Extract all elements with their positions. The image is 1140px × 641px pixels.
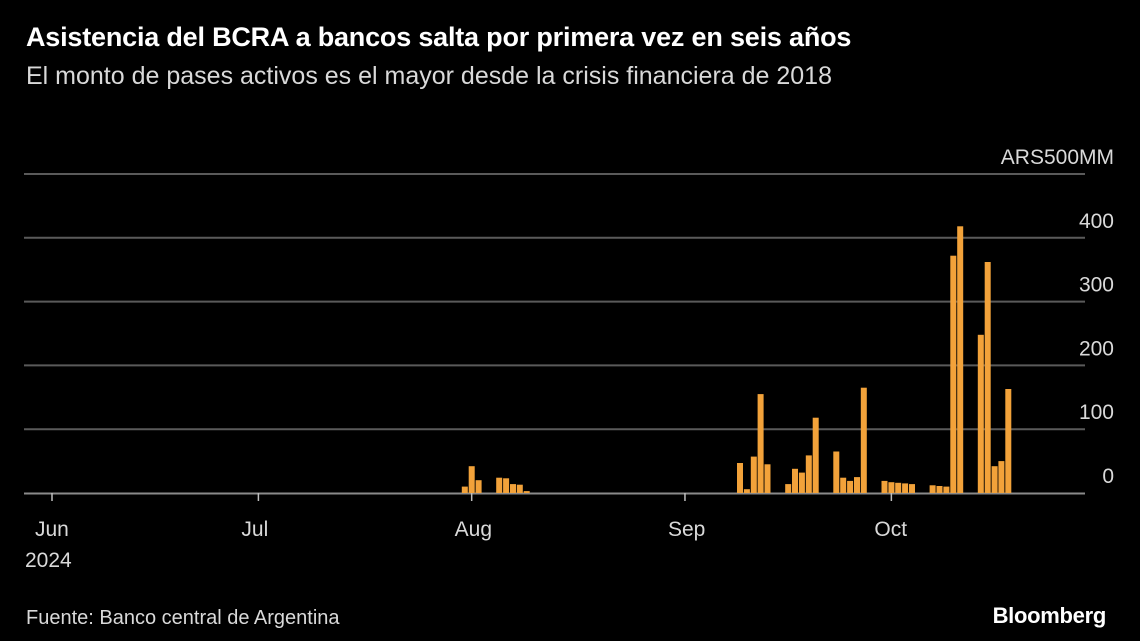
bar (468, 466, 475, 493)
bar (523, 491, 530, 493)
bar (833, 451, 840, 493)
bar (881, 480, 888, 493)
bar (516, 484, 523, 493)
bar (847, 480, 854, 493)
x-tick-label: Jul (241, 518, 268, 541)
y-tick-label: 400 (1079, 210, 1114, 233)
bar (792, 468, 798, 493)
bar (510, 484, 516, 493)
x-tick-label: Oct (874, 518, 907, 541)
bar (461, 486, 468, 493)
bar (977, 334, 984, 493)
bar (496, 477, 503, 493)
bar (902, 483, 909, 493)
bar (785, 484, 792, 493)
bar (737, 463, 743, 493)
bar (929, 485, 936, 493)
y-tick-label: ARS500MM (1001, 146, 1114, 169)
bar (475, 480, 482, 493)
bar (957, 226, 964, 494)
bloomberg-logo: Bloomberg (992, 603, 1107, 628)
bar (1005, 389, 1012, 493)
bars (461, 226, 1012, 494)
gridlines (24, 173, 1085, 431)
y-tick-label: 100 (1079, 401, 1114, 424)
y-tick-label: 200 (1079, 337, 1114, 360)
bar (854, 477, 860, 493)
bar (984, 262, 991, 493)
chart-title: Asistencia del BCRA a bancos salta por p… (26, 22, 852, 52)
bar (998, 461, 1005, 493)
x-tick-label: Aug (455, 518, 492, 541)
bar (888, 482, 895, 493)
bar (743, 489, 750, 493)
bar (936, 486, 943, 493)
bar (860, 387, 867, 493)
bar (812, 417, 819, 493)
x-tick-label: Sep (668, 518, 705, 541)
bar (798, 472, 805, 493)
bar (840, 477, 847, 493)
bar (750, 456, 757, 493)
chart-subtitle: El monto de pases activos es el mayor de… (26, 62, 832, 90)
bar (757, 394, 764, 493)
bar (943, 486, 950, 493)
y-tick-label: 0 (1102, 465, 1114, 488)
bar (764, 464, 771, 493)
x-axis: Jun 2024 Jul Aug Sep Oct (25, 493, 907, 572)
bar (950, 255, 957, 493)
y-tick-label: 300 (1079, 274, 1114, 297)
bar (895, 482, 902, 493)
source-note: Fuente: Banco central de Argentina (26, 607, 340, 629)
bar (503, 478, 510, 493)
y-axis: 0 100 200 300 400 ARS500MM (1001, 146, 1114, 488)
bar (805, 455, 812, 493)
bar (909, 484, 915, 493)
x-tick-sublabel: 2024 (25, 549, 72, 572)
x-tick-label: Jun (35, 518, 69, 541)
bar (991, 466, 998, 493)
